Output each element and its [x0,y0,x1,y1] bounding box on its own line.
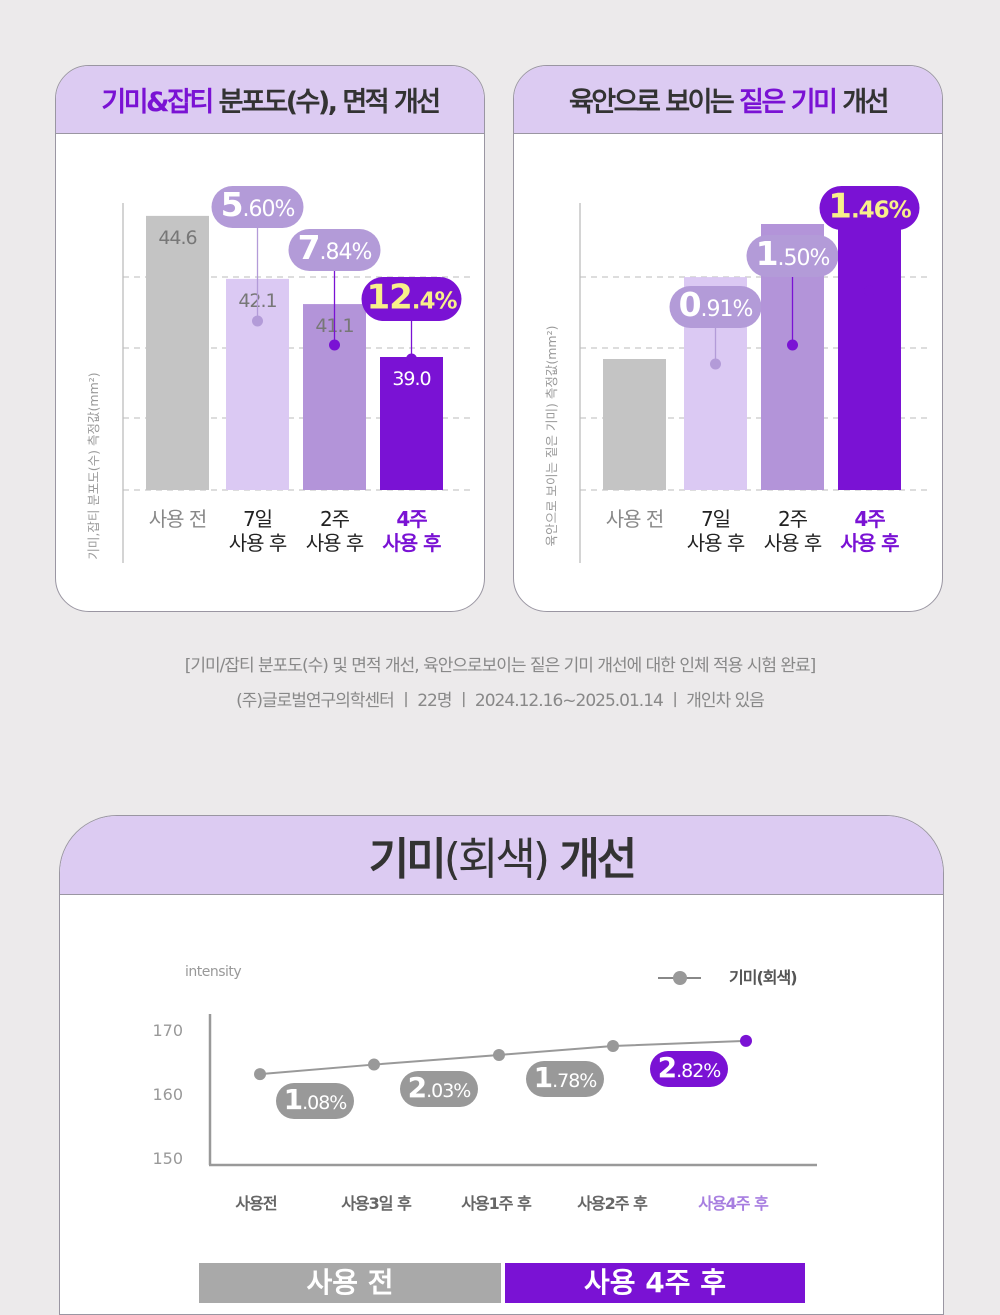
bar [146,215,209,490]
improvement-bubble-label: 2.82% [658,1051,721,1084]
title-highlight: 짙은 기미 [739,87,838,118]
title-rest: 분포도(수), 면적 개선 [218,87,441,118]
legend-label: 기미(회색) [729,968,797,987]
before-tab: 사용 전 [199,1263,501,1303]
category-label: 사용 후 [840,531,899,555]
title-thin: (회색) [443,834,550,885]
category-label: 7일 [701,507,730,531]
category-label: 사용 전 [149,507,207,531]
y-tick-label: 170 [152,1021,183,1040]
data-point [254,1068,266,1081]
gray-spot-line-chart: intensity 170 160 150 기미(회색) 1.08% 2.03% 1.78% 2… [152,964,817,1213]
improvement-bubble-bg [526,1061,604,1097]
improvement-bubble-label: 12.4% [366,278,457,318]
category-label: 사용 후 [229,531,287,555]
category-label: 사용 후 [687,531,745,555]
improvement-bubble: 7.84% [288,228,381,271]
improvement-bubble-label: 2.03% [408,1071,471,1104]
title-highlight: 기미&잡티 [101,87,214,118]
y-axis-label: 기미,잡티 분포도(수) 측정값(mm²) [86,372,101,559]
title-pre: 육안으로 보이는 [568,87,735,118]
data-point [864,285,875,297]
y-axis-label: intensity [185,964,241,980]
data-point [740,1034,752,1047]
category-label: 사용 후 [764,531,822,555]
category-label: 사용4주 후 [698,1194,769,1213]
data-point [252,315,263,327]
data-point [406,353,417,365]
test-note-line1: [기미/잡티 분포도(수) 및 면적 개선, 육안으로보이는 짙은 기미 개선에… [184,656,817,676]
category-label: 7일 [243,507,272,531]
data-label: 44.6 [158,227,196,249]
improvement-bubble: 1.50% [746,234,839,277]
improvement-bubble-bg [400,1071,478,1107]
improvement-bubble: 0.91% [669,285,762,328]
test-note-line2: (주)글로벌연구의학센터 ㅣ 22명 ㅣ 2024.12.16~2025.01.… [236,691,765,711]
y-axis-label: 육안으로 보이는 짙은 기미) 측정값(mm²) [544,326,559,547]
y-tick-label: 160 [152,1085,183,1104]
category-label: 사용2주 후 [577,1194,648,1213]
title-bold1: 기미 [368,834,447,885]
card-title: 육안으로 보이는 짙은 기미 개선 [514,66,942,134]
improvement-bubble-label: 1.50% [756,234,830,273]
improvement-bubble-bg [211,186,304,228]
category-label: 사용전 [235,1194,276,1213]
data-point [607,1040,619,1052]
improvement-bubble: 2.03% [400,1071,478,1107]
title-bold2: 개선 [559,834,637,885]
category-label: 4주 [854,507,885,531]
data-point [368,1058,380,1071]
improvement-bubble-bg [746,235,839,277]
improvement-bubble: 5.60% [211,185,304,228]
improvement-bubble-label: 1.46% [828,187,911,227]
category-label: 4주 [396,507,427,531]
improvement-bubble-label: 1.08% [284,1083,347,1116]
improvement-bubble-label: 5.60% [221,185,295,224]
improvement-bubble: 1.46% [819,186,920,230]
legend-marker [673,971,687,985]
data-point [710,358,721,370]
improvement-bubble-label: 1.78% [534,1061,597,1094]
category-label: 2주 [778,507,808,531]
category-label: 사용 전 [606,507,664,531]
after-4weeks-tab: 사용 4주 후 [505,1263,805,1303]
dark-spot-card: 육안으로 보이는 짙은 기미 개선 육안으로 보이는 짙은 기미) 측정값(mm… [513,65,943,612]
data-label: 39.0 [392,368,430,390]
data-point [493,1048,505,1061]
data-point [787,339,798,351]
improvement-bubble-label: 7.84% [298,228,372,267]
category-label: 사용 후 [306,531,364,555]
improvement-bubble-bg [276,1083,354,1119]
category-label: 사용3일 후 [341,1194,412,1213]
gray-spot-card: 기미 (회색) 개선 intensity 170 160 150 기미(회색) 1.08% 2… [59,815,944,1315]
category-label: 사용1주 후 [461,1194,532,1213]
improvement-bubble: 12.4% [361,277,462,321]
category-label: 2주 [320,507,350,531]
y-tick-label: 150 [152,1149,183,1168]
improvement-bubble: 1.08% [276,1083,354,1119]
improvement-bubble: 1.78% [526,1061,604,1097]
bar [603,359,666,490]
bar [380,357,443,490]
improvement-bubble-bg [819,186,920,230]
category-label: 사용 후 [382,531,441,555]
improvement-bubble-bg [669,286,762,328]
title-post: 개선 [842,87,889,118]
data-point [329,339,340,351]
improvement-bubble: 2.82% [650,1051,728,1087]
card-title: 기미&잡티 분포도(수), 면적 개선 [56,66,484,134]
improvement-bubble-bg [361,277,462,321]
improvement-bubble-label: 0.91% [679,285,753,324]
spot-distribution-card: 기미&잡티 분포도(수), 면적 개선 기미,잡티 분포도(수) 측정값(mm²… [55,65,485,612]
improvement-bubble-bg [288,229,381,271]
card-title: 기미 (회색) 개선 [60,816,943,895]
improvement-bubble-bg [650,1051,728,1087]
